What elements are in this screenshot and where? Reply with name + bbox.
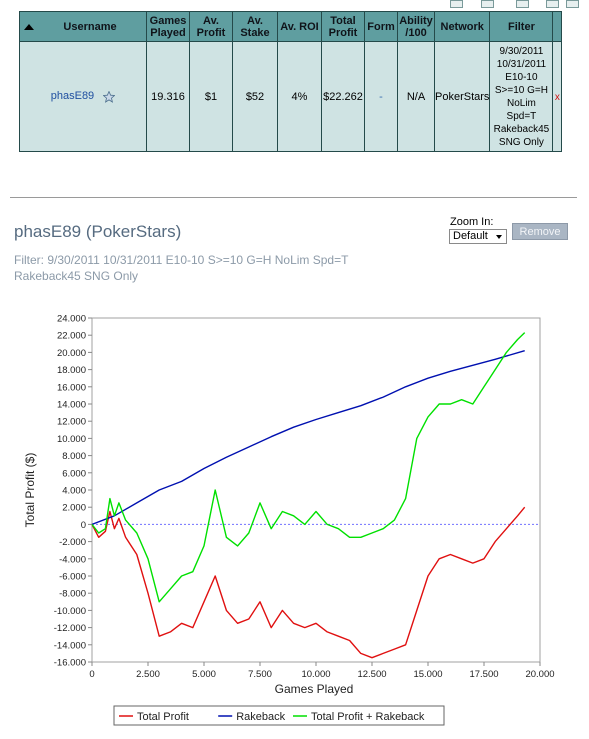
network-header[interactable]: Network	[433, 11, 491, 42]
x-tick-label: 7.500	[248, 669, 272, 680]
y-tick-label: -16.000	[54, 658, 86, 669]
plot-area	[91, 317, 541, 663]
calendar-icon[interactable]	[481, 0, 494, 8]
remove-row-cell: x	[552, 41, 563, 152]
y-tick-label: 8.000	[62, 451, 86, 462]
total-profit-cell: $22.262	[321, 41, 365, 152]
y-axis-label: Total Profit ($)	[23, 453, 37, 528]
x-tick-label: 20.000	[525, 669, 554, 680]
chevron-down-icon	[496, 235, 502, 239]
remove-row-button[interactable]: x	[554, 91, 560, 103]
panel-title: phasE89 (PokerStars)	[14, 222, 182, 241]
stats-table: Username Games Played Av. Profit Av. Sta…	[19, 11, 563, 152]
y-tick-label: 4.000	[62, 486, 86, 497]
filter-cell: 9/30/2011 10/31/2011 E10-10 S>=10 G=H No…	[489, 41, 554, 152]
ability-cell: N/A	[397, 41, 435, 152]
table-row: phasE89 19.316 $1 $52 4% $22.262 - N/A P…	[19, 41, 563, 152]
legend-label: Rakeback	[236, 711, 285, 723]
x-axis-label: Games Played	[275, 682, 354, 696]
x-tick-label: 5.000	[192, 669, 216, 680]
favorite-star-icon[interactable]	[102, 90, 116, 103]
table-header-row: Username Games Played Av. Profit Av. Sta…	[19, 11, 563, 42]
y-tick-label: -2.000	[59, 537, 86, 548]
legend-label: Total Profit + Rakeback	[311, 711, 425, 723]
series-line-total-profit	[91, 506, 526, 659]
username-header[interactable]: Username	[19, 11, 147, 42]
x-tick-label: 15.000	[413, 669, 442, 680]
y-tick-label: 18.000	[57, 365, 86, 376]
y-tick-label: -8.000	[59, 589, 86, 600]
y-tick-label: 2.000	[62, 503, 86, 514]
y-tick-label: 20.000	[57, 348, 86, 359]
x-tick-label: 0	[89, 669, 94, 680]
zoom-select-value: Default	[453, 230, 488, 242]
form-header[interactable]: Form	[364, 11, 398, 42]
y-tick-label: 0	[81, 520, 86, 531]
legend-box	[113, 705, 445, 726]
y-tick-label: 6.000	[62, 468, 86, 479]
y-tick-label: 24.000	[57, 314, 86, 325]
zoom-label: Zoom In:	[450, 216, 494, 228]
total-profit-header[interactable]: Total Profit	[321, 11, 365, 42]
y-tick-label: 12.000	[57, 417, 86, 428]
y-tick-label: 16.000	[57, 382, 86, 393]
section-divider	[10, 197, 577, 198]
y-tick-label: -10.000	[54, 606, 86, 617]
series-line-rakeback	[91, 350, 525, 526]
username-cell: phasE89	[19, 41, 147, 152]
filter-header[interactable]: Filter	[489, 11, 554, 42]
notes-icon[interactable]	[450, 0, 463, 8]
y-tick-label: 10.000	[57, 434, 86, 445]
ability-header[interactable]: Ability /100	[397, 11, 435, 42]
username-link[interactable]: phasE89	[50, 90, 95, 103]
sort-up-icon[interactable]	[24, 23, 34, 30]
legend-label: Total Profit	[137, 711, 189, 723]
chart-icon[interactable]	[546, 0, 559, 8]
av-roi-header[interactable]: Av. ROI	[277, 11, 322, 42]
x-tick-label: 2.500	[136, 669, 160, 680]
av-profit-header[interactable]: Av. Profit	[189, 11, 233, 42]
x-tick-label: 17.500	[469, 669, 498, 680]
av-stake-header[interactable]: Av. Stake	[232, 11, 278, 42]
y-tick-label: -14.000	[54, 640, 86, 651]
games-played-header[interactable]: Games Played	[146, 11, 190, 42]
zoom-select[interactable]: Default	[449, 229, 507, 244]
x-tick-label: 12.500	[357, 669, 386, 680]
y-tick-label: -12.000	[54, 623, 86, 634]
y-tick-label: -4.000	[59, 554, 86, 565]
network-cell: PokerStars	[433, 41, 491, 152]
x-tick-label: 10.000	[301, 669, 330, 680]
y-tick-label: -6.000	[59, 572, 86, 583]
series-line-total-profit-rakeback	[91, 332, 526, 603]
panel-filter-text: Filter: 9/30/2011 10/31/2011 E10-10 S>=1…	[14, 253, 349, 283]
popout-icon[interactable]	[566, 0, 579, 8]
y-tick-label: 14.000	[57, 400, 86, 411]
remove-button[interactable]: Remove	[512, 223, 568, 240]
av-roi-cell: 4%	[277, 41, 322, 152]
compare-icon[interactable]	[516, 0, 529, 8]
av-stake-cell: $52	[232, 41, 278, 152]
y-tick-label: 22.000	[57, 331, 86, 342]
